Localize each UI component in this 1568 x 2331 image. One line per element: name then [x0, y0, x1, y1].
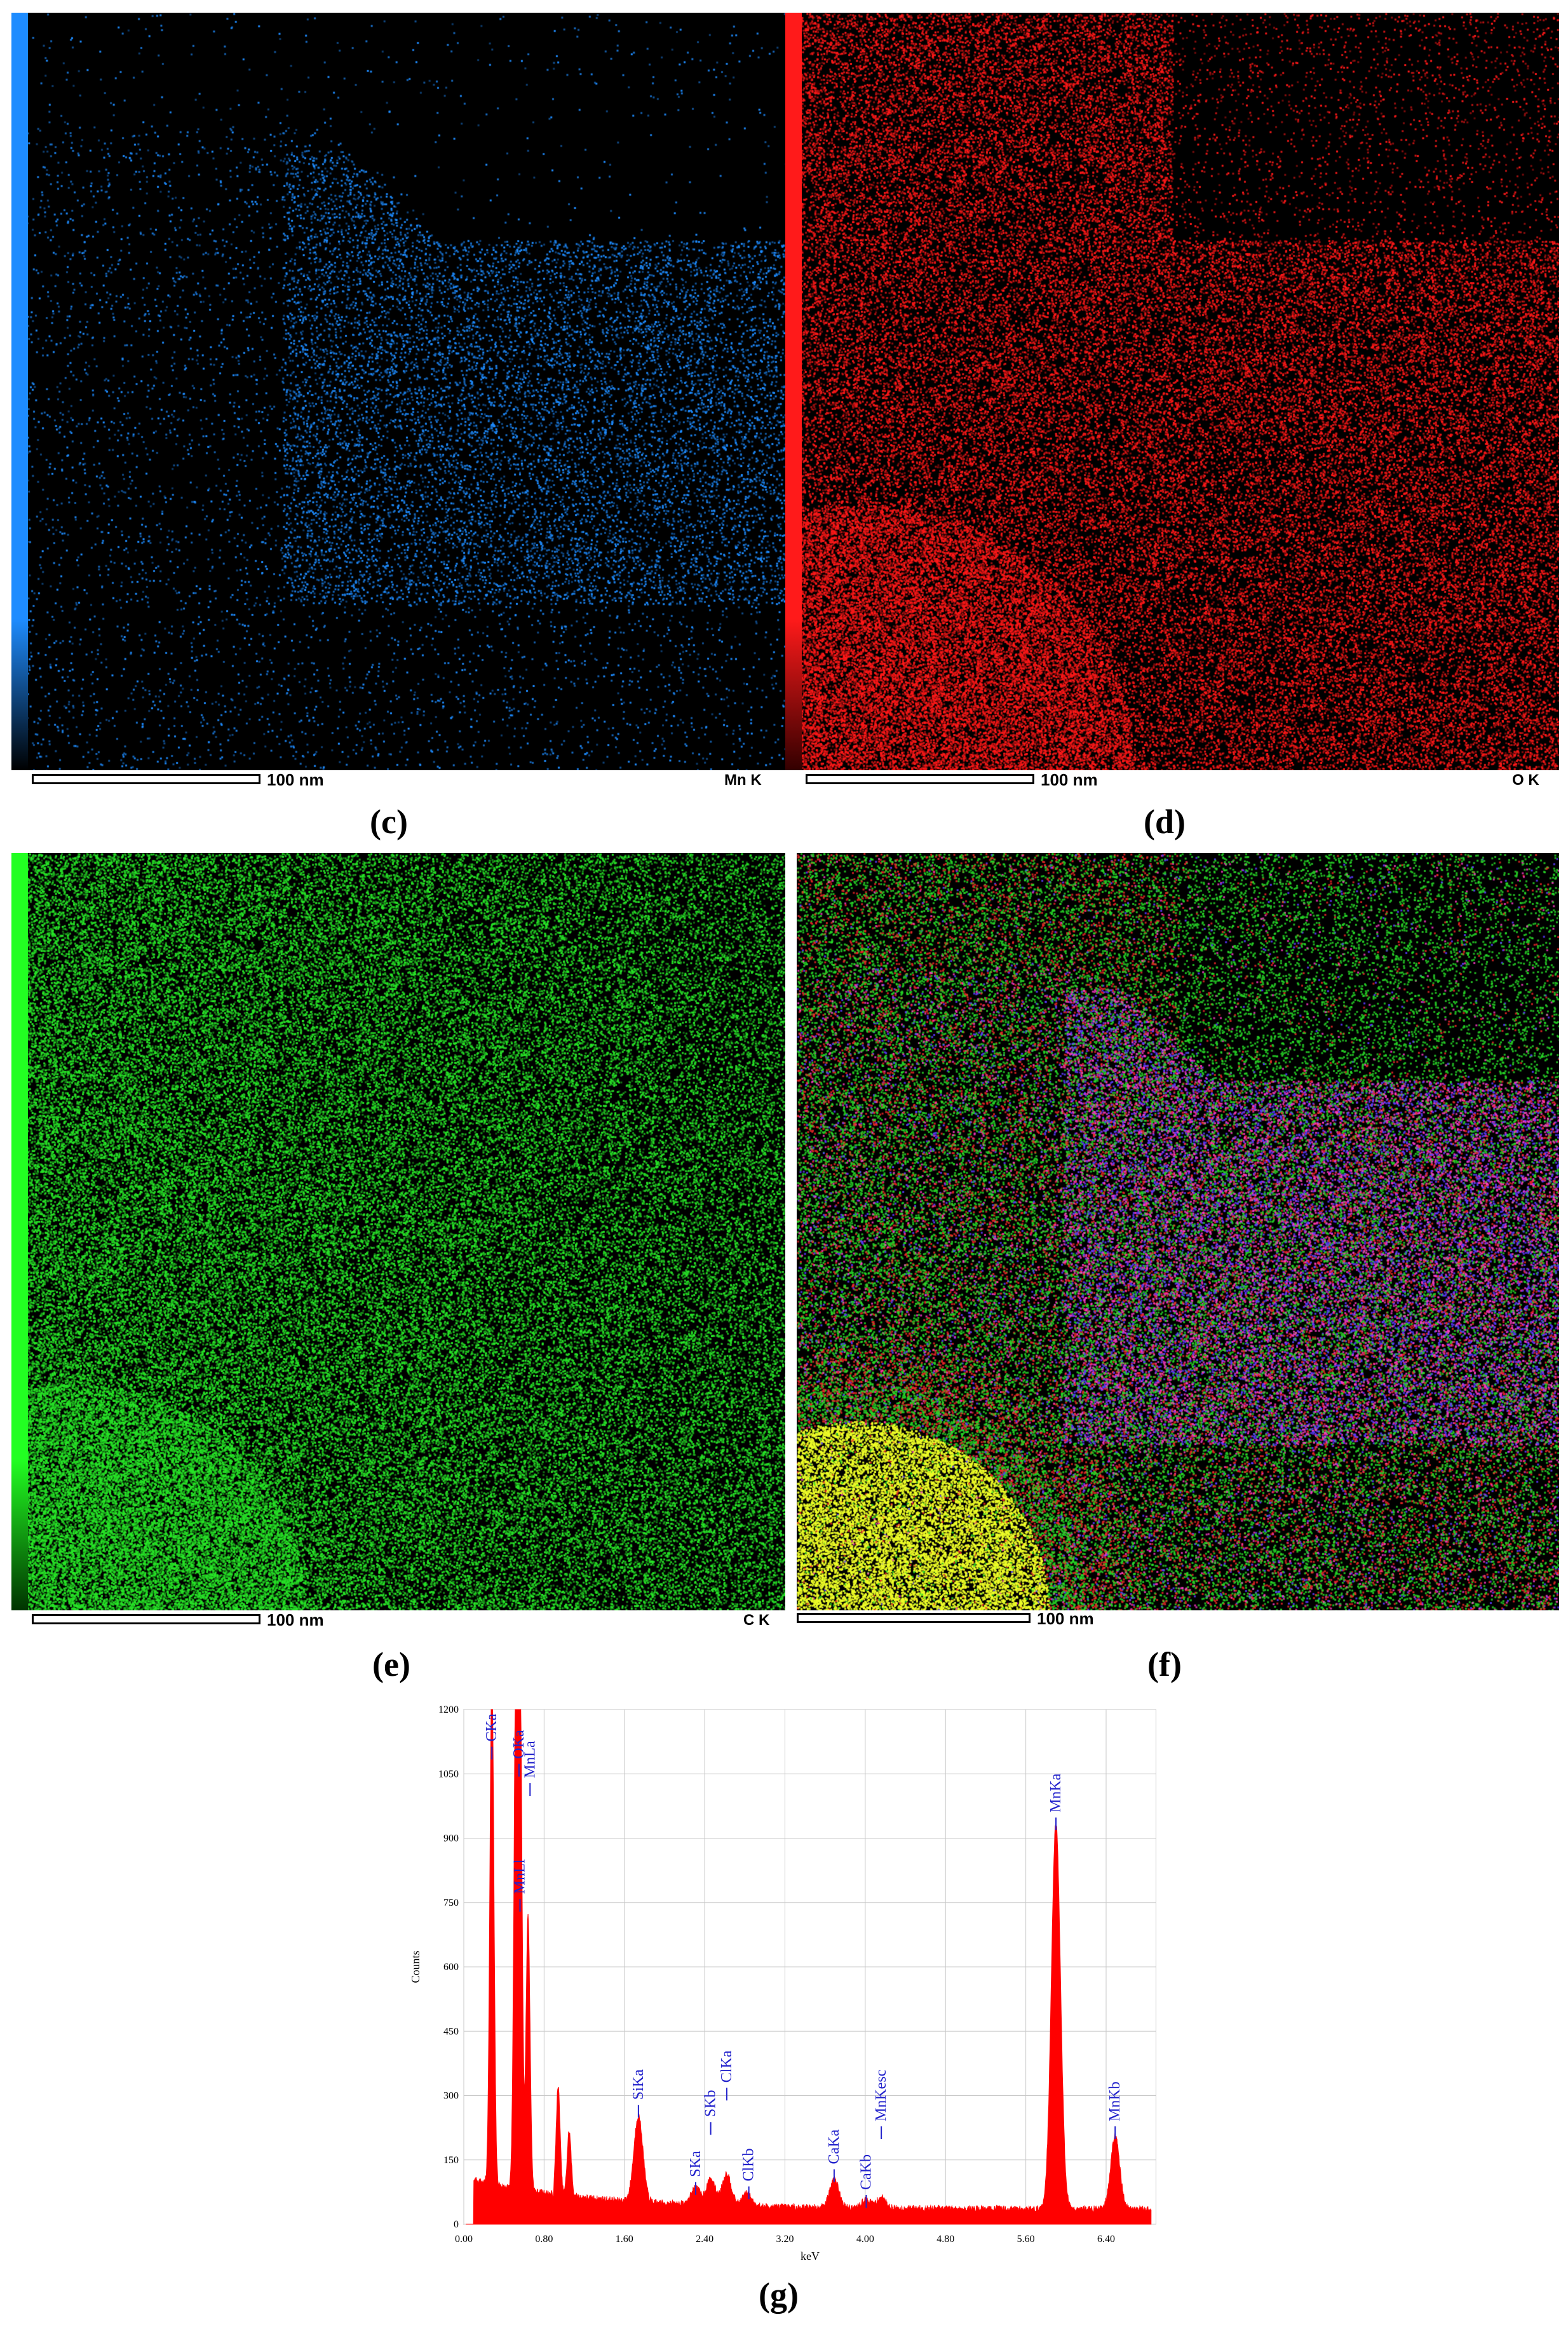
peak-label: CaKb [858, 2154, 874, 2190]
peak-label: CKa [483, 1713, 500, 1741]
peak-label: MnKb [1107, 2081, 1123, 2121]
panel-overlay-map [797, 853, 1559, 1610]
peak-label: ClKb [741, 2148, 757, 2181]
scale-label-c: 100 nm [267, 770, 324, 789]
y-tick-label: 750 [443, 1898, 459, 1908]
element-label-e: C K [743, 1612, 770, 1629]
element-label-c: Mn K [724, 771, 762, 789]
y-tick-label: 150 [443, 2155, 459, 2166]
x-tick-label: 1.60 [616, 2234, 633, 2245]
y-tick-label: 1200 [438, 1704, 459, 1715]
caption-f: (f) [1147, 1645, 1182, 1683]
panel-o-map [785, 13, 1559, 770]
y-tick-label: 0 [454, 2219, 459, 2230]
y-tick-label: 900 [443, 1833, 459, 1844]
peak-label: MnLl [511, 1859, 528, 1894]
overlay-element-map [797, 853, 1559, 1610]
x-tick-label: 3.20 [776, 2234, 794, 2245]
scale-label-f: 100 nm [1037, 1609, 1094, 1628]
caption-e: (e) [372, 1645, 410, 1683]
element-label-d: O K [1512, 771, 1539, 789]
x-tick-label: 2.40 [696, 2234, 713, 2245]
y-tick-label: 1050 [438, 1769, 459, 1779]
o-intensity-bar [785, 13, 802, 770]
peak-label: ClKa [719, 2050, 735, 2083]
peak-label: SKb [703, 2090, 719, 2117]
peak-label: CaKa [826, 2130, 842, 2164]
o-element-map [785, 13, 1559, 770]
y-tick-label: 300 [443, 2091, 459, 2102]
y-tick-label: 600 [443, 1962, 459, 1973]
c-element-map [11, 853, 785, 1610]
x-axis-label: keV [801, 2250, 820, 2262]
peak-label: MnLa [522, 1741, 538, 1778]
mn-intensity-bar [11, 13, 28, 770]
scale-bar-d [806, 774, 1034, 784]
scale-bar-e [32, 1614, 260, 1624]
eds-spectrum-chart: 0.00 0.80 1.60 2.40 3.20 4.00 4.80 5.60 6.40 0 150… [409, 1704, 1156, 2262]
x-tick-label: 0.80 [535, 2234, 553, 2245]
peak-label: OKa [511, 1730, 527, 1759]
c-intensity-bar [11, 853, 28, 1610]
y-axis-label: Counts [409, 1950, 422, 1983]
spectrum-series [466, 1709, 1152, 2225]
mn-element-map [11, 13, 785, 770]
caption-c: (c) [370, 803, 408, 841]
x-tick-label: 5.60 [1017, 2234, 1035, 2245]
peak-label: MnKa [1048, 1773, 1064, 1812]
scale-label-e: 100 nm [267, 1610, 324, 1629]
x-tick-label: 4.80 [936, 2234, 954, 2245]
panel-mn-map [11, 13, 785, 770]
scale-bar-f [797, 1613, 1031, 1623]
x-tick-label: 6.40 [1097, 2234, 1115, 2245]
y-tick-label: 450 [443, 2026, 459, 2037]
scale-bar-c [32, 774, 260, 784]
x-tick-label: 4.00 [856, 2234, 874, 2245]
caption-g: (g) [759, 2276, 799, 2314]
caption-d: (d) [1144, 803, 1186, 841]
peak-label: MnKesc [873, 2070, 889, 2121]
panel-c-map [11, 853, 785, 1610]
peak-label: SiKa [630, 2069, 647, 2100]
scale-label-d: 100 nm [1041, 770, 1098, 789]
peak-label: SKa [687, 2151, 704, 2177]
x-tick-label: 0.00 [455, 2234, 473, 2245]
